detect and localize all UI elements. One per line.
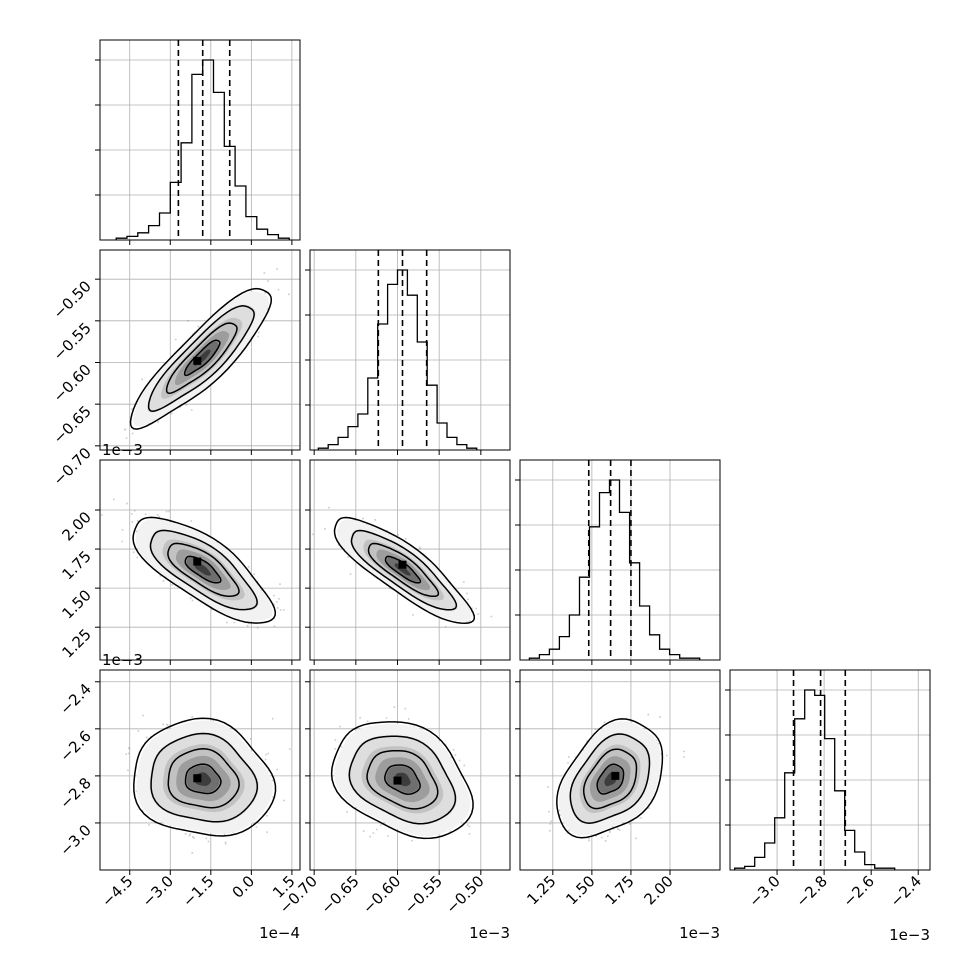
x-tick-label: −2.4	[887, 872, 925, 910]
x-tick-label: 1.75	[601, 872, 637, 908]
contour-line-2	[165, 322, 238, 395]
density-frame-1-3	[309, 669, 511, 871]
histogram-panel-3	[725, 670, 930, 870]
contour-line-3	[184, 555, 222, 584]
contour-line-1	[147, 305, 255, 412]
contour-line-2	[367, 542, 440, 598]
x-offset-label: 1e−3	[469, 924, 510, 942]
y-tick-label: 1.75	[58, 547, 94, 583]
histogram-panel-0	[95, 40, 300, 240]
x-tick-label: −0.50	[442, 872, 487, 917]
density-panel-0-2	[100, 460, 300, 660]
contour-line-2	[167, 748, 240, 809]
histogram-frame-0	[99, 39, 301, 241]
density-frame-2-3	[519, 669, 721, 871]
contour-line-0	[133, 717, 277, 837]
density-panel-1-3	[310, 670, 510, 870]
y-tick-label: 2.00	[58, 508, 94, 544]
density-panel-1-2	[310, 460, 510, 660]
contour-line-0	[556, 718, 664, 839]
histogram-frame-1	[309, 249, 511, 451]
density-frame-0-1	[99, 249, 301, 451]
x-offset-label: 1e−4	[259, 924, 300, 942]
y-tick-label: −3.0	[56, 821, 94, 859]
x-tick-label: −2.8	[792, 872, 830, 910]
x-tick-label: −0.65	[317, 872, 362, 917]
contour-line-3	[384, 764, 421, 795]
histogram-panel-2	[515, 460, 720, 660]
contour-line-2	[582, 748, 638, 810]
contour-line-0	[333, 516, 476, 624]
histogram-frame-3	[729, 669, 931, 871]
contour-line-2	[167, 542, 240, 597]
histogram-frame-2	[519, 459, 721, 661]
x-tick-label: −0.60	[359, 872, 404, 917]
x-tick-label: −3.0	[139, 872, 177, 910]
density-peak	[611, 771, 620, 780]
density-frame-1-2	[309, 459, 511, 661]
y-offset-label: 1e−3	[102, 441, 143, 459]
histogram-step	[317, 269, 478, 450]
density-panel-0-3	[100, 670, 300, 870]
density-panel-2-3	[520, 670, 720, 870]
contour-line-0	[132, 516, 277, 624]
y-tick-label: −0.70	[50, 444, 95, 489]
y-tick-label: 1.25	[58, 625, 94, 661]
contour-line-3	[183, 339, 221, 377]
x-tick-label: −4.5	[98, 872, 136, 910]
histogram-step	[528, 479, 701, 660]
y-tick-label: −0.55	[50, 319, 95, 364]
x-offset-label: 1e−3	[889, 926, 930, 944]
density-peak	[193, 557, 202, 566]
contour-line-3	[384, 555, 422, 584]
contour-line-1	[350, 529, 458, 611]
contour-line-1	[149, 529, 258, 611]
x-tick-label: −0.55	[401, 872, 446, 917]
y-tick-label: −0.60	[50, 361, 95, 406]
x-offset-label: 1e−3	[679, 924, 720, 942]
x-tick-label: −1.5	[179, 872, 217, 910]
density-peak	[393, 776, 402, 785]
y-tick-label: −2.4	[56, 680, 94, 718]
contour-line-1	[348, 735, 457, 825]
y-tick-label: −2.8	[56, 774, 94, 812]
contour-line-3	[596, 763, 625, 795]
y-tick-label: −0.65	[50, 402, 95, 447]
density-fill-5	[194, 563, 212, 576]
histogram-step	[115, 59, 290, 240]
y-offset-label: 1e−3	[102, 651, 143, 669]
density-peak	[193, 356, 202, 365]
contour-line-0	[330, 721, 474, 840]
x-tick-label: 2.00	[640, 872, 676, 908]
histogram-step	[734, 689, 896, 870]
x-tick-label: 0.0	[229, 872, 259, 902]
x-tick-label: 1.25	[523, 872, 559, 908]
y-tick-label: 1.50	[58, 586, 94, 622]
contour-line-1	[150, 732, 259, 823]
density-peak	[398, 560, 407, 569]
contour-line-0	[129, 287, 273, 430]
x-tick-label: 1.50	[562, 872, 598, 908]
contour-line-3	[184, 763, 222, 795]
contour-line-1	[569, 733, 651, 824]
x-tick-label: −3.0	[745, 872, 783, 910]
contour-line-2	[366, 749, 439, 810]
density-peak	[193, 774, 202, 783]
density-frame-0-3	[99, 669, 301, 871]
histogram-panel-1	[305, 250, 510, 450]
x-tick-label: −2.6	[840, 872, 878, 910]
y-tick-label: −2.6	[56, 727, 94, 765]
density-frame-0-2	[99, 459, 301, 661]
density-panel-0-1	[100, 250, 300, 450]
y-tick-label: −0.50	[50, 277, 95, 322]
